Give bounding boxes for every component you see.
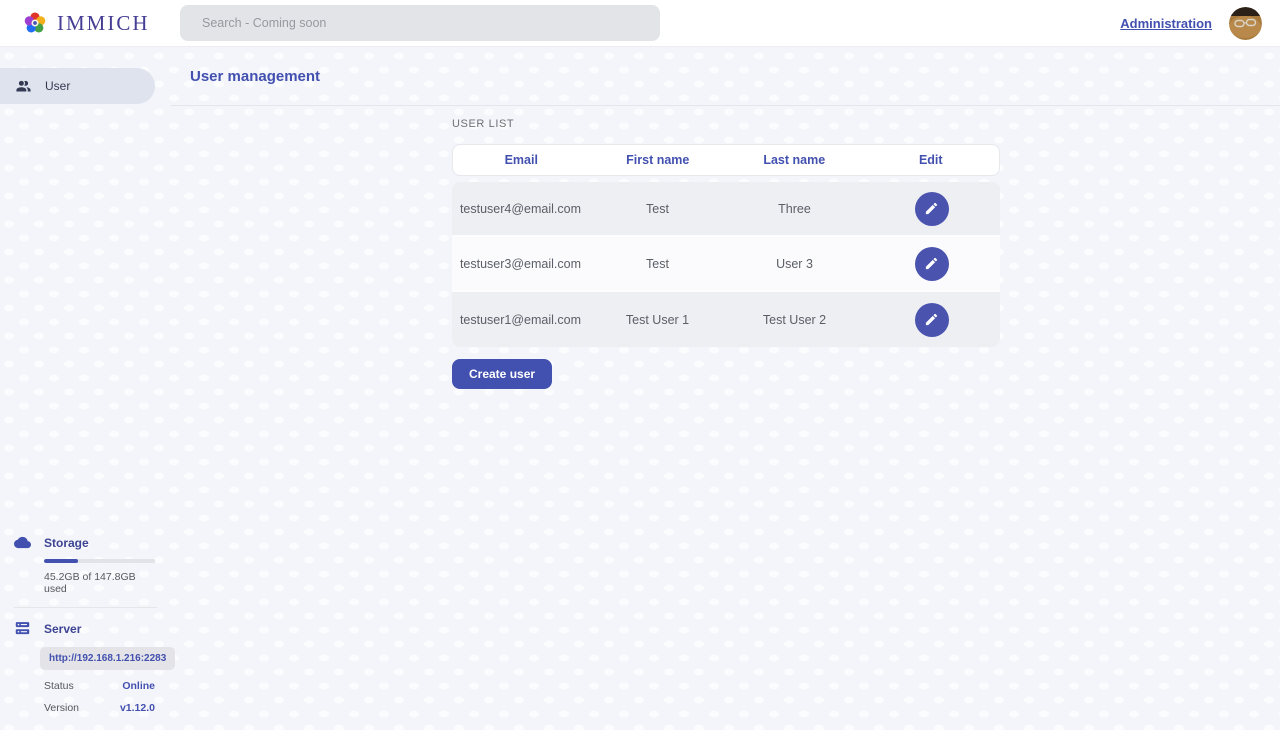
user-avatar[interactable] [1229,6,1262,40]
server-title: Server [44,621,82,636]
table-header: Email First name Last name Edit [452,144,1000,176]
edit-user-button[interactable] [914,191,949,226]
pencil-icon [924,201,939,216]
title-bar: User management [171,47,1280,106]
users-icon [15,78,32,95]
cell-first-name: Test User 1 [625,312,690,327]
cell-last-name: Three [778,201,811,216]
page-title: User management [190,67,321,85]
cell-last-name: User 3 [776,256,813,271]
cell-email: testuser3@email.com [459,256,582,271]
cell-last-name: Test User 2 [762,312,827,327]
create-user-button[interactable]: Create user [452,359,553,389]
cell-email: testuser1@email.com [459,312,582,327]
sidebar-nav: User [0,47,171,534]
storage-title: Storage [44,535,89,550]
sidebar-info: Storage 45.2GB of 147.8GB used [0,534,176,730]
top-bar: IMMICH Administration [0,0,1280,47]
administration-link[interactable]: Administration [1120,15,1212,31]
sidebar-item-user[interactable]: User [0,68,155,104]
search-input[interactable] [180,5,660,41]
server-status-row: Status Online [44,680,155,692]
table-row: testuser4@email.com Test Three [452,182,1000,237]
topbar-right: Administration [1120,6,1280,40]
edit-user-button[interactable] [914,246,949,281]
server-version-row: Version v1.12.0 [44,702,155,714]
cell-first-name: Test [646,256,669,271]
user-list-section: USER LIST Email First name Last name Edi… [452,106,1000,389]
table-row: testuser3@email.com Test User 3 [452,237,1000,292]
cell-email: testuser4@email.com [459,201,582,216]
pencil-icon [924,256,939,271]
version-value: v1.12.0 [119,702,155,714]
sidebar: User Storage 45.2GB of 147.8GB used [0,47,176,730]
col-header-edit: Edit [918,153,943,167]
brand-name: IMMICH [57,10,150,35]
storage-progress-fill [44,559,78,563]
status-label: Status [44,680,74,692]
version-label: Version [44,702,80,714]
cloud-icon [14,534,31,551]
col-header-last-name: Last name [763,153,826,167]
sidebar-divider [14,607,157,608]
col-header-email: Email [504,153,538,167]
storage-section-header: Storage [14,534,157,551]
storage-usage-text: 45.2GB of 147.8GB used [44,571,136,595]
server-icon [14,620,31,637]
cell-first-name: Test [646,201,669,216]
immich-flower-logo-icon [22,10,48,36]
table-row: testuser1@email.com Test User 1 Test Use… [452,292,1000,347]
server-section-header: Server [14,620,157,637]
col-header-first-name: First name [626,153,690,167]
server-url: http://192.168.1.216:2283 [40,647,176,670]
app-body: User Storage 45.2GB of 147.8GB used [0,47,1280,730]
edit-user-button[interactable] [914,302,949,337]
section-label: USER LIST [452,118,515,130]
main-area: User management USER LIST Email First na… [171,47,1280,730]
storage-progress-bar [44,559,155,563]
sidebar-item-label: User [45,79,71,93]
table-body: testuser4@email.com Test Three [452,182,1000,347]
pencil-icon [924,312,939,327]
status-value: Online [122,680,155,692]
immich-logo[interactable]: IMMICH [22,10,180,36]
